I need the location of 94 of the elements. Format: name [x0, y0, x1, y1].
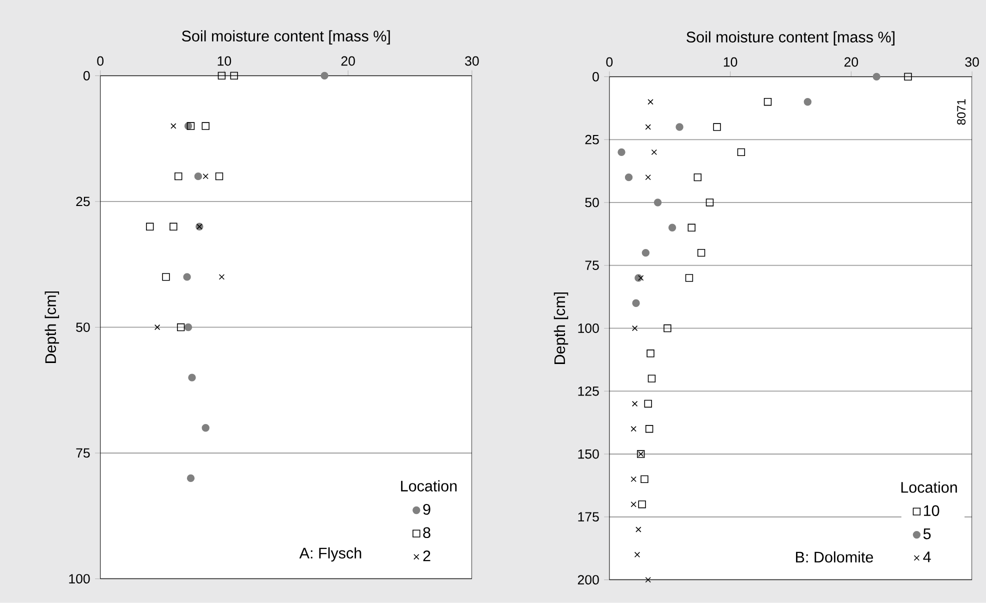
x-tick-label: 20 — [341, 56, 355, 66]
point — [186, 474, 195, 482]
point — [162, 273, 170, 281]
legend-title: Location — [901, 482, 957, 493]
x-axis-title: Soil moisture content [mass %] — [182, 30, 390, 45]
point — [202, 424, 210, 432]
x-tick-label: 10 — [724, 57, 738, 67]
point — [320, 72, 328, 80]
point — [651, 149, 657, 156]
point — [648, 374, 656, 383]
y-tick-label: 125 — [578, 386, 599, 396]
y-axis-title: Depth [cm] — [44, 292, 60, 364]
point — [170, 222, 178, 231]
x-tick-label: 0 — [97, 56, 104, 66]
y-tick-label: 50 — [585, 198, 599, 208]
y-tick-label: 175 — [578, 512, 599, 522]
legend-label: 8 — [423, 527, 430, 538]
point — [646, 350, 654, 358]
point — [202, 174, 208, 180]
point — [804, 98, 812, 106]
point — [632, 401, 638, 407]
point — [654, 198, 662, 206]
point — [170, 123, 176, 129]
y-axis-title: Depth [cm] — [554, 292, 568, 364]
point — [642, 249, 650, 257]
point — [645, 425, 654, 433]
point — [624, 174, 633, 182]
x-tick-label: 0 — [606, 57, 613, 67]
point — [872, 72, 880, 81]
point — [202, 122, 210, 130]
legend-label: 4 — [923, 552, 931, 562]
point — [688, 224, 696, 232]
x-axis-title: Soil moisture content [mass %] — [686, 31, 894, 46]
point — [697, 249, 706, 257]
y-tick-label: 25 — [585, 135, 599, 144]
point — [184, 324, 192, 332]
annotation: 8071 — [957, 99, 966, 125]
point — [632, 299, 640, 308]
point — [188, 374, 196, 382]
y-tick-label: 100 — [69, 574, 90, 584]
annotation: B: Dolomite — [796, 551, 874, 563]
point — [186, 122, 195, 130]
point — [230, 72, 238, 80]
point — [904, 72, 912, 81]
point — [694, 174, 702, 182]
point — [146, 222, 154, 231]
y-tick-label: 0 — [83, 71, 90, 81]
point — [638, 275, 644, 281]
x-tick-label: 30 — [465, 56, 479, 66]
point — [737, 148, 746, 156]
y-tick-label: 25 — [76, 196, 90, 206]
point — [176, 324, 185, 332]
x-tick-label: 10 — [218, 56, 232, 66]
point — [154, 324, 160, 330]
point — [713, 123, 721, 132]
point — [618, 148, 626, 156]
point — [648, 99, 654, 105]
y-tick-label: 200 — [578, 575, 599, 585]
point — [636, 526, 642, 532]
y-tick-label: 75 — [585, 260, 599, 270]
x-tick-label: 30 — [965, 57, 979, 67]
point — [640, 475, 648, 484]
legend-label: 10 — [924, 505, 940, 516]
y-tick-label: 50 — [76, 322, 90, 332]
annotation: A: Flysch — [299, 547, 362, 562]
point — [668, 224, 676, 232]
y-tick-label: 150 — [578, 449, 599, 459]
point — [685, 274, 694, 282]
y-tick-label: 0 — [592, 72, 599, 82]
point — [645, 124, 651, 130]
point — [630, 476, 636, 482]
legend-label: 9 — [423, 504, 430, 515]
point — [664, 324, 672, 332]
legend-label: 5 — [923, 528, 931, 540]
point — [218, 72, 226, 80]
point — [764, 98, 772, 106]
point — [174, 172, 182, 180]
y-tick-label: 100 — [578, 324, 599, 334]
legend-title: Location — [401, 480, 457, 492]
point — [218, 274, 225, 280]
point — [644, 400, 652, 408]
point — [194, 172, 202, 180]
y-tick-label: 75 — [76, 448, 90, 458]
legend-label: 2 — [423, 550, 430, 562]
point — [645, 174, 651, 180]
x-tick-label: 20 — [844, 57, 858, 67]
point — [632, 326, 638, 332]
point — [215, 172, 224, 180]
point — [676, 123, 684, 132]
point — [645, 577, 651, 583]
point — [183, 273, 191, 281]
point — [634, 552, 640, 558]
point — [706, 198, 714, 206]
point — [630, 426, 636, 432]
